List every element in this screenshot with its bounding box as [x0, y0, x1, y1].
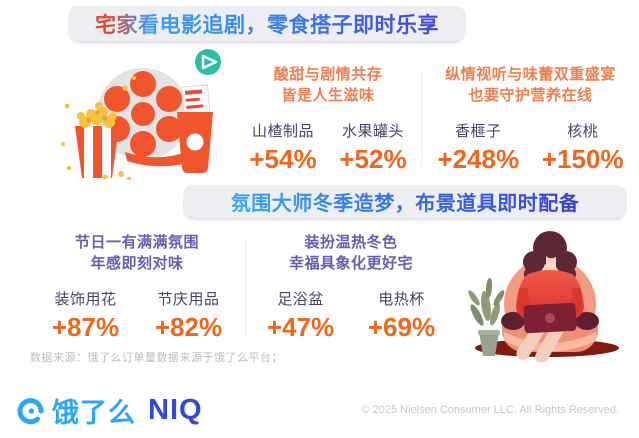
- stat-value: +248%: [437, 143, 520, 174]
- stat-items: 香榧子 +248% 核桃 +150%: [426, 120, 635, 175]
- stat-item: 足浴盆 +47%: [267, 288, 334, 343]
- stat-label: 香榧子: [454, 122, 502, 140]
- person-on-armchair-with-laptop-illustration: [468, 231, 619, 362]
- block-heading: 装扮温热冬色 幸福具象化更好宅: [250, 232, 452, 275]
- block-heading-line2: 也要守护营养在线: [468, 87, 593, 105]
- potted-plant: [468, 278, 505, 356]
- block-heading-line1: 纵情视听与味蕾双重盛宴: [445, 66, 616, 83]
- stat-block-festival: 节日一有满满氛围 年感即刻对味 装饰用花 +87% 节庆用品 +82%: [34, 232, 240, 343]
- eleme-logo-icon: [17, 397, 44, 424]
- stat-block-sour-sweet: 酸甜与剧情共存 皆是人生滋味 山楂制品 +54% 水果罐头 +52%: [238, 64, 418, 175]
- block-heading-line2: 年感即刻对味: [90, 255, 184, 273]
- laptop-icon: [523, 302, 577, 334]
- section2-title-banner: 氛围大师冬季造梦，布景道具即时配备: [183, 185, 627, 218]
- block-heading: 纵情视听与味蕾双重盛宴 也要守护营养在线: [426, 64, 635, 107]
- stat-value: +150%: [541, 143, 624, 174]
- block-heading-line1: 酸甜与剧情共存: [273, 66, 383, 83]
- niq-logo: NIQ: [148, 394, 203, 426]
- stat-block-nutrition: 纵情视听与味蕾双重盛宴 也要守护营养在线 香榧子 +248% 核桃 +150%: [426, 64, 635, 175]
- stat-items: 山楂制品 +54% 水果罐头 +52%: [238, 120, 418, 175]
- block-heading-line1: 装扮温热冬色: [304, 234, 398, 251]
- stat-label: 水果罐头: [341, 122, 404, 140]
- block-heading-line2: 皆是人生滋味: [281, 87, 375, 105]
- stat-label: 山楂制品: [251, 122, 314, 140]
- vertical-divider: [421, 70, 422, 166]
- leg: [535, 321, 565, 362]
- stat-value: +69%: [367, 311, 436, 342]
- stat-value: +87%: [51, 311, 120, 342]
- movie-snacks-illustration: [61, 49, 221, 180]
- popcorn-icon: [61, 76, 136, 180]
- stat-items: 足浴盆 +47% 电热杯 +69%: [250, 288, 452, 343]
- footer-logos: 饿了么 NIQ: [16, 391, 203, 430]
- stat-items: 装饰用花 +87% 节庆用品 +82%: [34, 288, 240, 343]
- stat-item: 香榧子 +248%: [437, 120, 519, 175]
- copyright-text: © 2025 Nielsen Consumer LLC. All Rights …: [361, 404, 619, 416]
- block-heading: 酸甜与剧情共存 皆是人生滋味: [238, 64, 418, 107]
- stat-value: +47%: [266, 311, 335, 342]
- stat-label: 节庆用品: [157, 290, 220, 308]
- stat-label: 装饰用花: [54, 290, 117, 308]
- stat-block-warm-winter: 装扮温热冬色 幸福具象化更好宅 足浴盆 +47% 电热杯 +69%: [250, 232, 452, 343]
- block-heading-line2: 幸福具象化更好宅: [288, 255, 413, 273]
- section1-title-banner: 宅家看电影追剧，零食搭子即时乐享: [68, 6, 466, 41]
- block-heading-line1: 节日一有满满氛围: [74, 234, 199, 251]
- stat-item: 核桃 +150%: [542, 120, 624, 175]
- stat-item: 节庆用品 +82%: [155, 288, 222, 343]
- stat-label: 足浴盆: [277, 290, 324, 308]
- data-source-note: 数据来源：饿了么订单量数据来源于饿了么平台；: [30, 352, 283, 364]
- stat-label: 电热杯: [378, 290, 425, 308]
- vertical-divider: [245, 240, 246, 336]
- stat-item: 装饰用花 +87%: [52, 288, 119, 343]
- stat-value: +52%: [339, 143, 407, 174]
- play-icon: [195, 49, 221, 75]
- stat-value: +54%: [249, 143, 317, 174]
- stat-item: 水果罐头 +52%: [339, 120, 406, 175]
- stat-item: 电热杯 +69%: [368, 288, 435, 343]
- stat-item: 山楂制品 +54%: [249, 120, 316, 175]
- section1-title: 宅家看电影追剧，零食搭子即时乐享: [95, 9, 439, 39]
- stat-value: +82%: [154, 311, 223, 342]
- stat-label: 核桃: [567, 122, 599, 140]
- block-heading: 节日一有满满氛围 年感即刻对味: [34, 232, 240, 275]
- eleme-logo-text: 饿了么: [52, 398, 136, 428]
- person: [516, 231, 584, 362]
- section2-title: 氛围大师冬季造梦，布景道具即时配备: [231, 187, 580, 216]
- drink-cup-icon: [177, 112, 213, 173]
